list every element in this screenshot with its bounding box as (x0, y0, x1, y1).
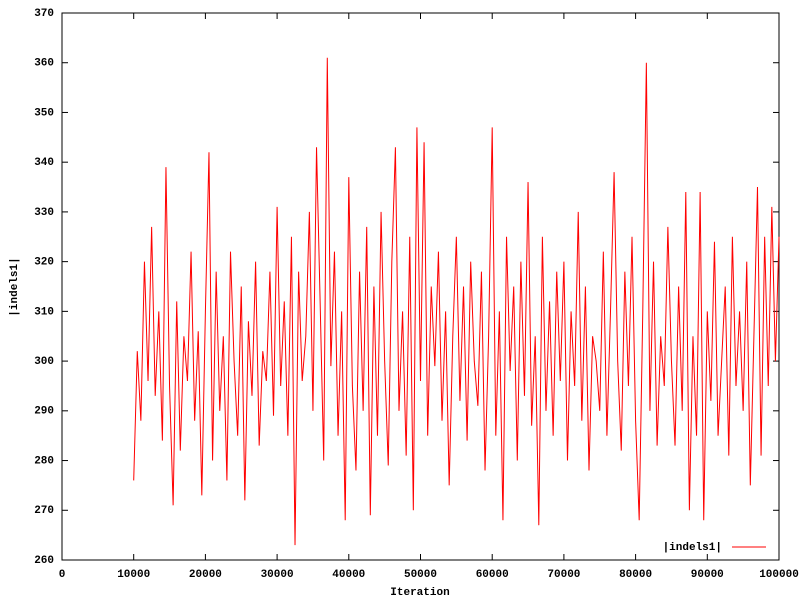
y-tick-label: 360 (34, 58, 54, 70)
y-axis-label: |indels1| (9, 257, 21, 316)
x-tick-label: 80000 (619, 569, 652, 581)
x-tick-label: 20000 (189, 569, 222, 581)
data-line (133, 57, 780, 546)
y-tick-label: 270 (34, 505, 54, 517)
x-tick-label: 70000 (547, 569, 580, 581)
x-tick-label: 10000 (117, 569, 150, 581)
x-axis-label: Iteration (390, 587, 449, 599)
y-tick-label: 260 (34, 555, 54, 567)
x-tick-label: 40000 (332, 569, 365, 581)
x-tick-label: 60000 (476, 569, 509, 581)
x-tick-label: 90000 (691, 569, 724, 581)
plot-frame (61, 12, 780, 561)
y-tick-label: 330 (34, 207, 54, 219)
x-tick-label: 30000 (261, 569, 294, 581)
x-tick-label: 50000 (404, 569, 437, 581)
legend-label: |indels1| (663, 542, 722, 554)
y-tick-label: 290 (34, 406, 54, 418)
y-tick-label: 320 (34, 257, 54, 269)
y-tick-label: 340 (34, 157, 54, 169)
x-tick-label: 0 (59, 569, 66, 581)
y-tick-label: 350 (34, 107, 54, 119)
x-tick-label: 100000 (759, 569, 799, 581)
y-tick-label: 310 (34, 306, 54, 318)
y-tick-label: 280 (34, 455, 54, 467)
y-tick-label: 300 (34, 356, 54, 368)
y-tick-label: 370 (34, 8, 54, 20)
